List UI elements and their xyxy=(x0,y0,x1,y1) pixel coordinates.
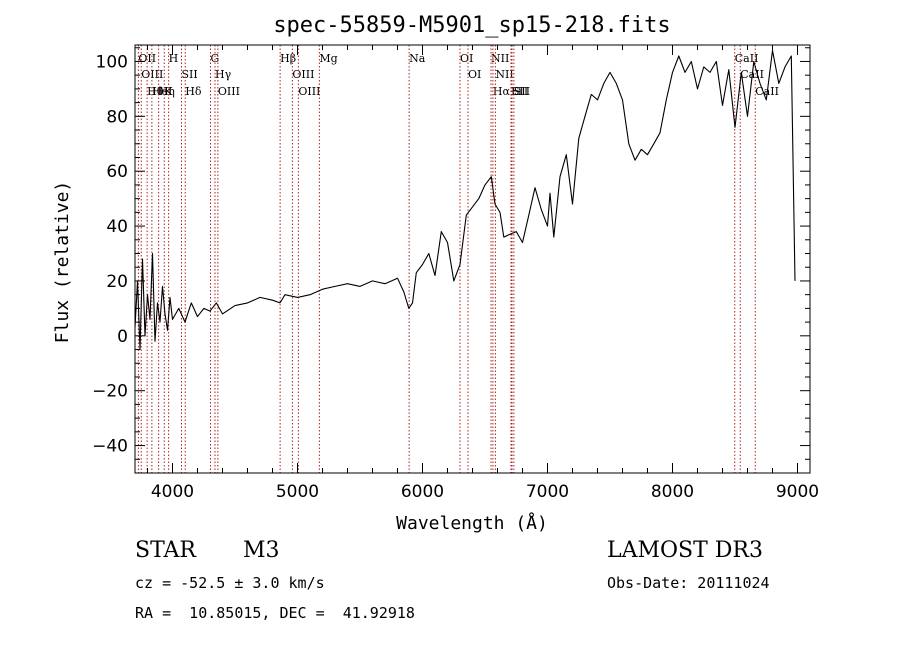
spectral-line-label: SII xyxy=(512,85,528,98)
spectral-line-label: Hβ xyxy=(280,52,296,65)
object-class: STAR xyxy=(135,538,196,563)
spectral-line-label: Hα xyxy=(493,85,511,98)
obs-date-text: Obs-Date: 20111024 xyxy=(607,574,770,592)
spectral-line-label: Hθ xyxy=(147,85,164,98)
spectral-line-label: HeI xyxy=(152,85,172,98)
y-tick-label: −40 xyxy=(92,437,128,457)
spectral-line-label: CaII xyxy=(735,52,759,65)
spectral-line-label: Mg xyxy=(319,52,337,65)
y-axis-label: Flux (relative) xyxy=(52,181,73,344)
x-tick-label: 4000 xyxy=(151,482,194,502)
axes-layer: 4000 5000 6000 7000 8000 9000 −40 −20 0 20 40 60 80 1… xyxy=(92,44,819,502)
spectral-line-label: OIII xyxy=(292,68,314,81)
spectral-line-label: OI xyxy=(460,52,473,65)
coordinates-text: RA = 10.85015, DEC = 41.92918 xyxy=(135,604,415,622)
y-tick-label: −20 xyxy=(92,382,128,402)
chart-title: spec-55859-M5901_sp15-218.fits xyxy=(273,13,670,38)
x-tick-label: 9000 xyxy=(776,482,819,502)
x-axis-label: Wavelength (Å) xyxy=(396,512,548,534)
spectral-line-label: Li xyxy=(511,85,522,98)
spectral-line-label: NII xyxy=(495,68,513,81)
spectral-line-label: SII xyxy=(182,68,198,81)
y-tick-label: 20 xyxy=(106,272,128,292)
spectral-line-label: Hη xyxy=(159,85,175,98)
spectral-line-label: NII xyxy=(491,52,509,65)
spectral-line-label: Na xyxy=(409,52,426,65)
spectral-line-label: SII xyxy=(514,85,530,98)
x-tick-label: 5000 xyxy=(276,482,319,502)
redshift-text: cz = -52.5 ± 3.0 km/s xyxy=(135,574,325,592)
y-tick-label: 0 xyxy=(117,327,128,347)
spectral-line-label: Hγ xyxy=(215,68,232,81)
spectral-line-label: OIII xyxy=(218,85,240,98)
spectral-line-label: H xyxy=(169,52,179,65)
y-tick-label: 40 xyxy=(106,217,128,237)
object-subclass: M3 xyxy=(243,538,280,563)
x-tick-label: 7000 xyxy=(526,482,569,502)
spectral-line-label: Hδ xyxy=(185,85,202,98)
survey-name: LAMOST DR3 xyxy=(607,538,763,563)
flux-series-line xyxy=(134,49,796,351)
y-tick-label: 80 xyxy=(106,107,128,127)
y-tick-label: 100 xyxy=(96,52,128,72)
spectral-lines-layer: OIIOIIIHθHeIHηKHSIIHδGHγOIIIHβOIIIOIIIMg… xyxy=(137,45,779,473)
x-tick-label: 6000 xyxy=(401,482,444,502)
spectral-line-label: G xyxy=(211,52,220,65)
spectral-line-label: OIII xyxy=(298,85,320,98)
plot-frame xyxy=(134,44,811,474)
x-tick-label: 8000 xyxy=(651,482,694,502)
y-tick-label: 60 xyxy=(106,162,128,182)
series-layer xyxy=(134,49,796,351)
spectral-line-label: OI xyxy=(468,68,481,81)
